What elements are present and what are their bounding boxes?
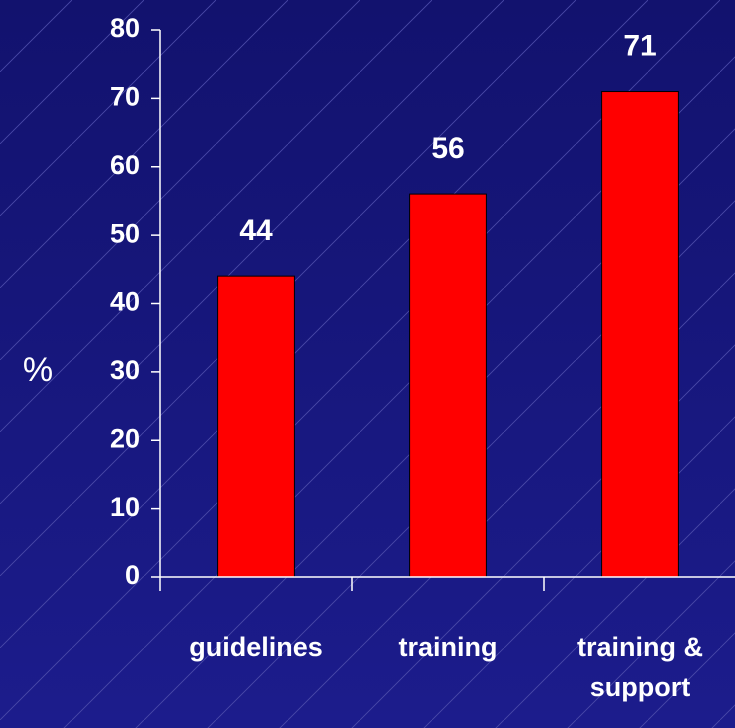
y-tick-label: 10 xyxy=(110,492,140,522)
bar xyxy=(601,91,679,578)
y-tick-label: 20 xyxy=(110,423,140,453)
data-label: 44 xyxy=(239,214,273,247)
y-tick-label: 30 xyxy=(110,355,140,385)
x-tick-label: guidelines xyxy=(189,632,323,662)
y-tick-label: 60 xyxy=(110,150,140,180)
x-tick-label: training & support xyxy=(577,632,703,702)
data-label: 56 xyxy=(431,132,464,165)
bar xyxy=(409,193,487,578)
bar xyxy=(217,275,295,578)
y-tick-label: 80 xyxy=(110,13,140,43)
y-tick-label: 40 xyxy=(110,287,140,317)
x-tick-label: training xyxy=(398,632,498,662)
data-label: 71 xyxy=(623,29,656,62)
y-axis-label: % xyxy=(23,351,53,389)
y-tick-label: 0 xyxy=(125,560,140,590)
y-tick-label: 70 xyxy=(110,82,140,112)
y-tick-label: 50 xyxy=(110,218,140,248)
